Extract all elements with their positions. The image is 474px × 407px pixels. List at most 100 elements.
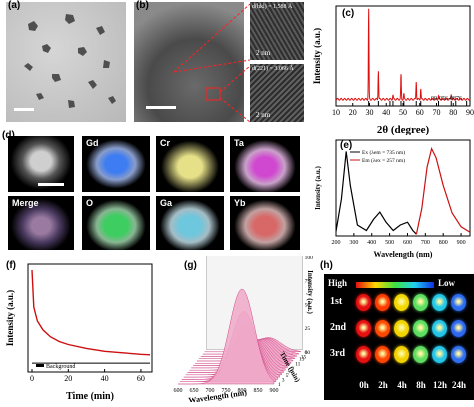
- eds-map-ga: Ga: [156, 196, 224, 250]
- luminescence-dot: [394, 346, 409, 363]
- x-tick-label: 650: [190, 388, 199, 394]
- x-tick-label: 40: [101, 374, 109, 383]
- x-tick-label: 50: [399, 108, 407, 117]
- pl-chart: 200 300 400 500 600 700 800 900 Ex (λem = 735 n…: [314, 139, 471, 259]
- luminescence-dot: [375, 346, 390, 363]
- excitation-curve: [335, 151, 417, 235]
- reference-lines: [368, 101, 468, 106]
- zoom-lines: [173, 3, 251, 123]
- x-tick-label: 200: [332, 240, 341, 246]
- luminescence-dot: [356, 320, 371, 337]
- y-axis-label: Intensity (a.u.): [5, 290, 15, 346]
- x-tick-label: 700: [206, 388, 215, 394]
- legend-em: Em (λex = 257 nm): [362, 157, 405, 164]
- x-axis-label: 2θ (degree): [377, 124, 430, 135]
- eds-map-gd: Gd: [82, 136, 150, 192]
- lattice-top: d(hkl) = 1.588 Å 2 nm: [250, 2, 304, 60]
- x-tick-label: 80: [449, 108, 457, 117]
- x-tick-label: 700: [421, 240, 430, 246]
- luminescence-dot: [356, 294, 371, 311]
- sem-image: [8, 136, 74, 192]
- y-tick-label: 100: [305, 256, 314, 261]
- scalebar-top-label: 2 nm: [256, 49, 271, 57]
- col-label: 2h: [378, 380, 388, 390]
- xrd-pattern: [335, 8, 471, 101]
- luminescence-dot: [451, 294, 466, 311]
- x-tick-label: 0: [30, 374, 34, 383]
- z-tick-label: 5: [286, 373, 289, 379]
- x-tick-label: 750: [222, 388, 231, 394]
- eds-map-ta: Ta: [230, 136, 300, 192]
- plot-frame: [335, 139, 471, 237]
- x-tick-label: 600: [174, 388, 183, 394]
- d-spacing-bottom: d(221) = 3.066 Å: [252, 66, 294, 72]
- luminescence-dot: [375, 294, 390, 311]
- x-tick-label: 900: [457, 240, 466, 246]
- z-tick-label: 1: [278, 382, 281, 388]
- luminescence-dot: [451, 346, 466, 363]
- x-tick-label: 800: [439, 240, 448, 246]
- x-tick-label: 60: [137, 374, 145, 383]
- x-tick-label: 40: [382, 108, 390, 117]
- x-tick-label: 20: [349, 108, 357, 117]
- z-tick-label: 60: [305, 350, 311, 356]
- luminescence-dot: [375, 320, 390, 337]
- panel-a: (a): [6, 0, 126, 125]
- panel-c: 10 20 30 40 50 60 70 80 90 00-056-0876 2θ (degre…: [310, 0, 474, 136]
- particles: [14, 14, 116, 111]
- x-tick-label: 20: [64, 374, 72, 383]
- z-tick-label: 9: [291, 366, 294, 372]
- panel-label: (f): [6, 260, 16, 271]
- col-label: 12h: [432, 380, 447, 390]
- z-tick-label: 3: [282, 377, 285, 383]
- col-label: 24h: [451, 380, 466, 390]
- scalebar-bottom-label: 2 nm: [256, 111, 271, 119]
- panel-label: (e): [340, 140, 353, 151]
- x-tick-label: 900: [270, 388, 279, 394]
- lattice-bottom: d(221) = 3.066 Å 2 nm: [250, 64, 304, 122]
- z-tick-label: 15: [301, 354, 307, 360]
- x-tick-label: 70: [433, 108, 441, 117]
- luminescence-dot: [394, 320, 409, 337]
- y-tick-label: 75: [305, 279, 311, 285]
- eds-map-yb: Yb: [230, 196, 300, 250]
- x-tick-label: 500: [385, 240, 394, 246]
- legend-ex: Ex (λem = 735 nm): [362, 149, 405, 156]
- legend-bg-swatch: [36, 364, 44, 367]
- luminescence-dot: [413, 346, 428, 363]
- y-axis-label: Intensity (a.u.): [306, 270, 314, 314]
- x-tick-label: 600: [403, 240, 412, 246]
- panel-f: 0 20 40 60 Background Time (min) Intensity …: [2, 258, 156, 402]
- panel-g: 600 650 700 750 800 850 900 1 3 5 7 9 11 13 15 60 0 25 50 7…: [160, 249, 314, 405]
- col-label: 4h: [397, 380, 407, 390]
- panel-label: (h): [320, 260, 333, 271]
- x-tick-label: 400: [367, 240, 376, 246]
- d-spacing-top: d(hkl) = 1.588 Å: [252, 4, 293, 10]
- x-tick-label: 850: [254, 388, 263, 394]
- x-tick-label: 60: [416, 108, 424, 117]
- emission-curve: [415, 146, 471, 235]
- x-axis-label: Time (min): [66, 391, 114, 402]
- tem-image: [6, 2, 126, 122]
- y-axis-label: Intensity (a.u.): [312, 28, 322, 84]
- luminescence-dot: [432, 320, 447, 337]
- panel-label: (d): [2, 130, 15, 141]
- x-tick-label: 300: [349, 240, 358, 246]
- x-tick-label: 10: [332, 108, 340, 117]
- panel-label: (g): [184, 260, 197, 271]
- panel-label: (b): [136, 0, 149, 11]
- z-tick-label: 11: [295, 361, 301, 367]
- plot-frame: [335, 5, 471, 107]
- z-tick-label: 7: [288, 371, 291, 377]
- luminescence-dot: [451, 320, 466, 337]
- row-label: 1st: [330, 296, 343, 307]
- panel-e: 200 300 400 500 600 700 800 900 Ex (λem = 735 n…: [310, 136, 474, 260]
- x-tick-label: 800: [238, 388, 247, 394]
- panel-d: Gd Cr Ta Merge O Ga Yb (d): [2, 130, 308, 252]
- luminescence-dot: [432, 346, 447, 363]
- decay-curve: [31, 269, 151, 356]
- ref-code: 00-056-0876: [431, 96, 462, 102]
- y-tick-label: 25: [305, 326, 311, 332]
- panel-label: (a): [8, 0, 21, 11]
